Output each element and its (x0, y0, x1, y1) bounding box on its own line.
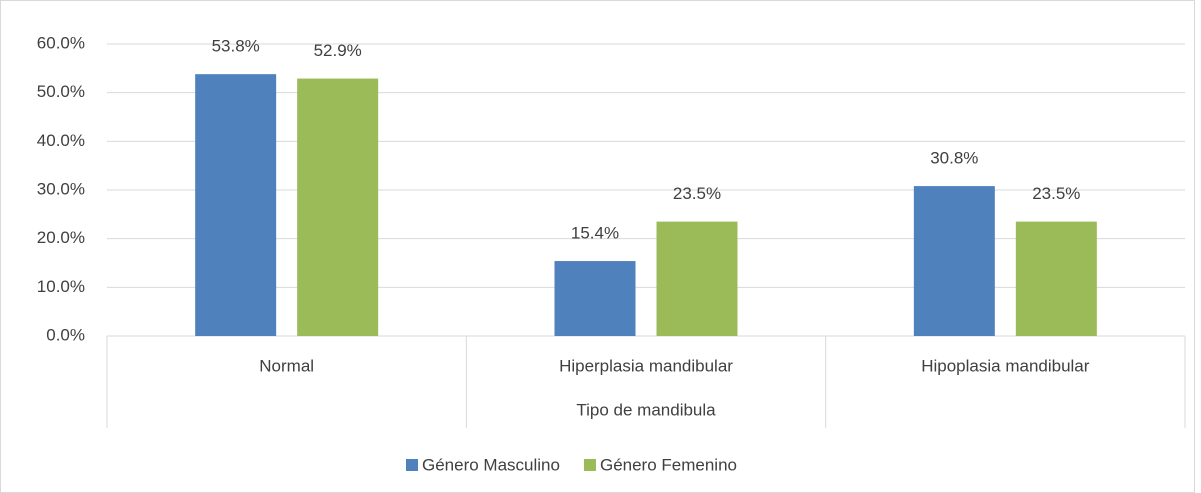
data-label: 53.8% (212, 37, 260, 56)
bar (554, 261, 636, 336)
data-label: 23.5% (673, 184, 721, 203)
legend-swatch (406, 459, 418, 471)
bar (195, 74, 277, 336)
data-label: 23.5% (1032, 184, 1080, 203)
legend-label: Género Masculino (422, 455, 560, 474)
y-tick-label: 60.0% (37, 33, 85, 52)
legend-swatch (583, 459, 596, 471)
legend-label: Género Femenino (600, 455, 737, 474)
y-tick-label: 10.0% (37, 277, 85, 296)
x-tick-label: Normal (259, 356, 314, 375)
bar (297, 78, 379, 336)
y-tick-label: 40.0% (37, 131, 85, 150)
x-tick-label: Hiperplasia mandibular (559, 356, 733, 375)
y-tick-label: 20.0% (37, 228, 85, 247)
y-tick-label: 0.0% (46, 325, 85, 344)
x-tick-label: Hipoplasia mandibular (921, 356, 1090, 375)
y-tick-label: 30.0% (37, 179, 85, 198)
data-label: 52.9% (314, 41, 362, 60)
bar (656, 221, 738, 336)
bar (1015, 221, 1097, 336)
data-label: 15.4% (571, 224, 619, 243)
bar (913, 186, 995, 336)
y-tick-label: 50.0% (37, 82, 85, 101)
data-label: 30.8% (930, 149, 978, 168)
x-axis-title: Tipo de mandibula (576, 400, 716, 419)
